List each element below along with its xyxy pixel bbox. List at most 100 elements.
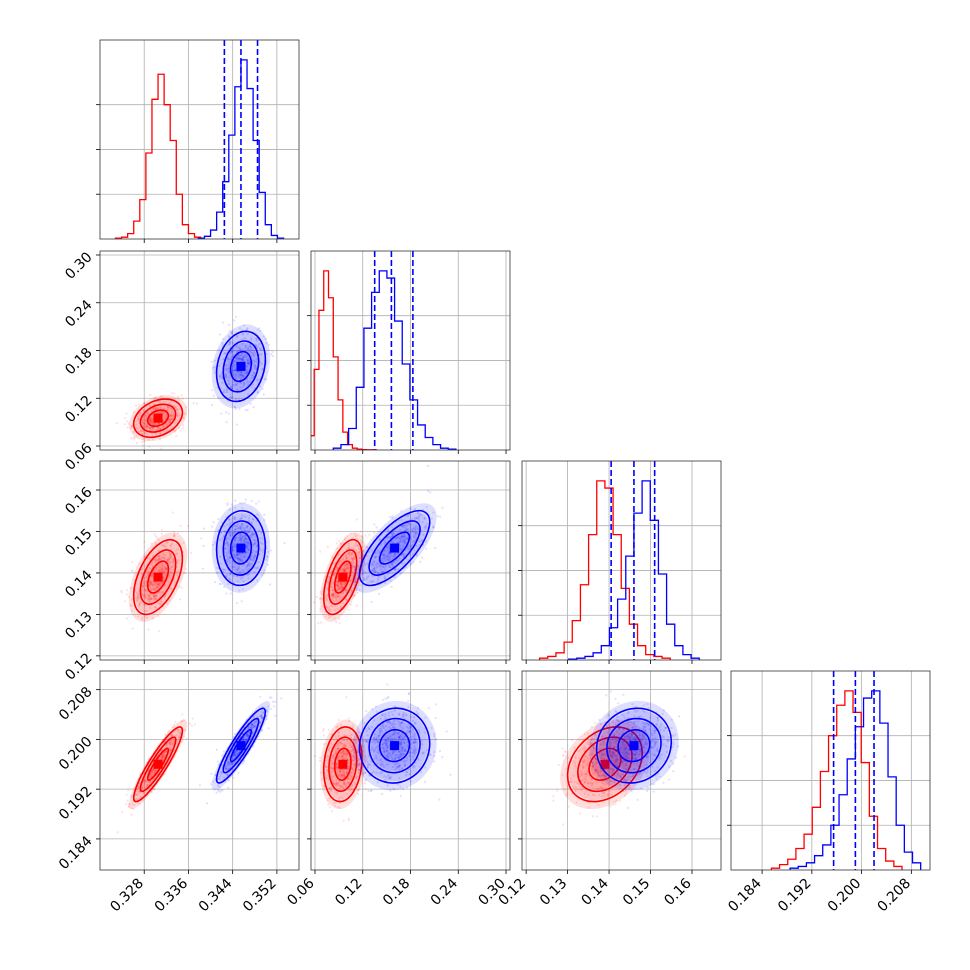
- sample-point: [395, 537, 398, 540]
- sample-point: [162, 553, 165, 556]
- sample-point: [332, 589, 335, 592]
- sample-point: [161, 753, 164, 757]
- sample-point: [166, 406, 169, 409]
- sample-point: [326, 755, 329, 758]
- sample-point: [225, 542, 229, 545]
- sample-point: [348, 551, 351, 554]
- sample-point: [260, 713, 263, 717]
- sample-point: [258, 385, 262, 388]
- sample-point: [253, 363, 256, 367]
- sample-point: [348, 594, 351, 598]
- sample-point: [233, 754, 236, 757]
- sample-point: [144, 589, 147, 592]
- sample-point: [235, 749, 239, 752]
- sample-point: [244, 337, 247, 340]
- sample-point: [244, 739, 248, 742]
- sample-point: [144, 414, 148, 417]
- sample-point: [344, 564, 347, 567]
- sample-point: [381, 570, 384, 573]
- sample-point: [346, 771, 349, 774]
- sample-point: [249, 345, 252, 348]
- sample-point: [143, 781, 147, 784]
- sample-point: [235, 749, 238, 753]
- sample-point: [224, 568, 227, 571]
- sample-point: [226, 773, 229, 776]
- sample-point: [320, 771, 323, 774]
- sample-point: [333, 804, 337, 808]
- sample-point: [342, 768, 345, 771]
- sample-point: [149, 421, 152, 425]
- sample-point: [239, 533, 242, 536]
- sample-point: [245, 515, 248, 518]
- sample-point: [232, 350, 235, 353]
- sample-point: [351, 788, 354, 791]
- sample-point: [402, 540, 406, 543]
- sample-point: [154, 597, 157, 601]
- sample-point: [353, 556, 356, 559]
- sample-point: [344, 588, 347, 591]
- sample-point: [156, 582, 159, 585]
- blue-contour-0: [215, 509, 267, 587]
- histogram-panel-1: [307, 250, 511, 454]
- sample-point: [247, 562, 251, 565]
- sample-point: [335, 762, 339, 765]
- sample-point: [159, 427, 162, 430]
- sample-point: [333, 617, 336, 620]
- sample-point: [399, 537, 402, 540]
- sample-point: [179, 731, 182, 734]
- sample-point: [421, 521, 424, 524]
- sample-point: [140, 616, 144, 619]
- sample-point: [409, 531, 412, 534]
- sample-point: [234, 524, 237, 528]
- sample-point: [243, 554, 246, 558]
- sample-point: [244, 537, 247, 540]
- sample-point: [142, 409, 145, 412]
- sample-point: [250, 723, 254, 726]
- sample-point: [339, 542, 342, 545]
- sample-point: [227, 376, 230, 379]
- sample-point: [147, 628, 150, 631]
- sample-point: [219, 376, 222, 380]
- sample-point: [250, 385, 253, 388]
- sample-point: [417, 758, 420, 761]
- sample-point: [415, 544, 418, 547]
- sample-point: [261, 574, 264, 577]
- sample-point: [246, 362, 249, 365]
- sample-point: [226, 765, 229, 768]
- sample-point: [244, 498, 247, 501]
- sample-point: [337, 755, 340, 759]
- sample-point: [144, 779, 148, 782]
- sample-point: [356, 751, 359, 754]
- sample-point: [224, 352, 227, 355]
- sample-point: [242, 580, 245, 583]
- sample-point: [413, 549, 416, 552]
- sample-point: [258, 347, 262, 351]
- sample-point: [336, 584, 340, 587]
- sample-point: [177, 559, 180, 562]
- sample-point: [338, 596, 342, 599]
- sample-point: [235, 553, 239, 556]
- sample-point: [169, 587, 172, 590]
- sample-point: [159, 567, 162, 570]
- sample-point: [249, 338, 253, 342]
- sample-point: [239, 559, 242, 562]
- sample-point: [165, 750, 168, 753]
- sample-point: [335, 764, 338, 767]
- sample-point: [390, 526, 394, 529]
- sample-point: [343, 752, 346, 755]
- sample-point: [142, 421, 145, 424]
- sample-point: [386, 554, 389, 557]
- sample-point: [250, 723, 254, 726]
- sample-point: [159, 603, 163, 606]
- sample-point: [341, 755, 344, 758]
- sample-point: [352, 748, 355, 752]
- sample-point: [253, 543, 256, 546]
- sample-point: [142, 421, 145, 424]
- sample-point: [331, 761, 334, 765]
- sample-point: [221, 771, 224, 774]
- sample-point: [365, 740, 368, 743]
- sample-point: [357, 553, 361, 556]
- sample-point: [146, 410, 149, 414]
- sample-point: [146, 424, 149, 428]
- sample-point: [247, 361, 250, 365]
